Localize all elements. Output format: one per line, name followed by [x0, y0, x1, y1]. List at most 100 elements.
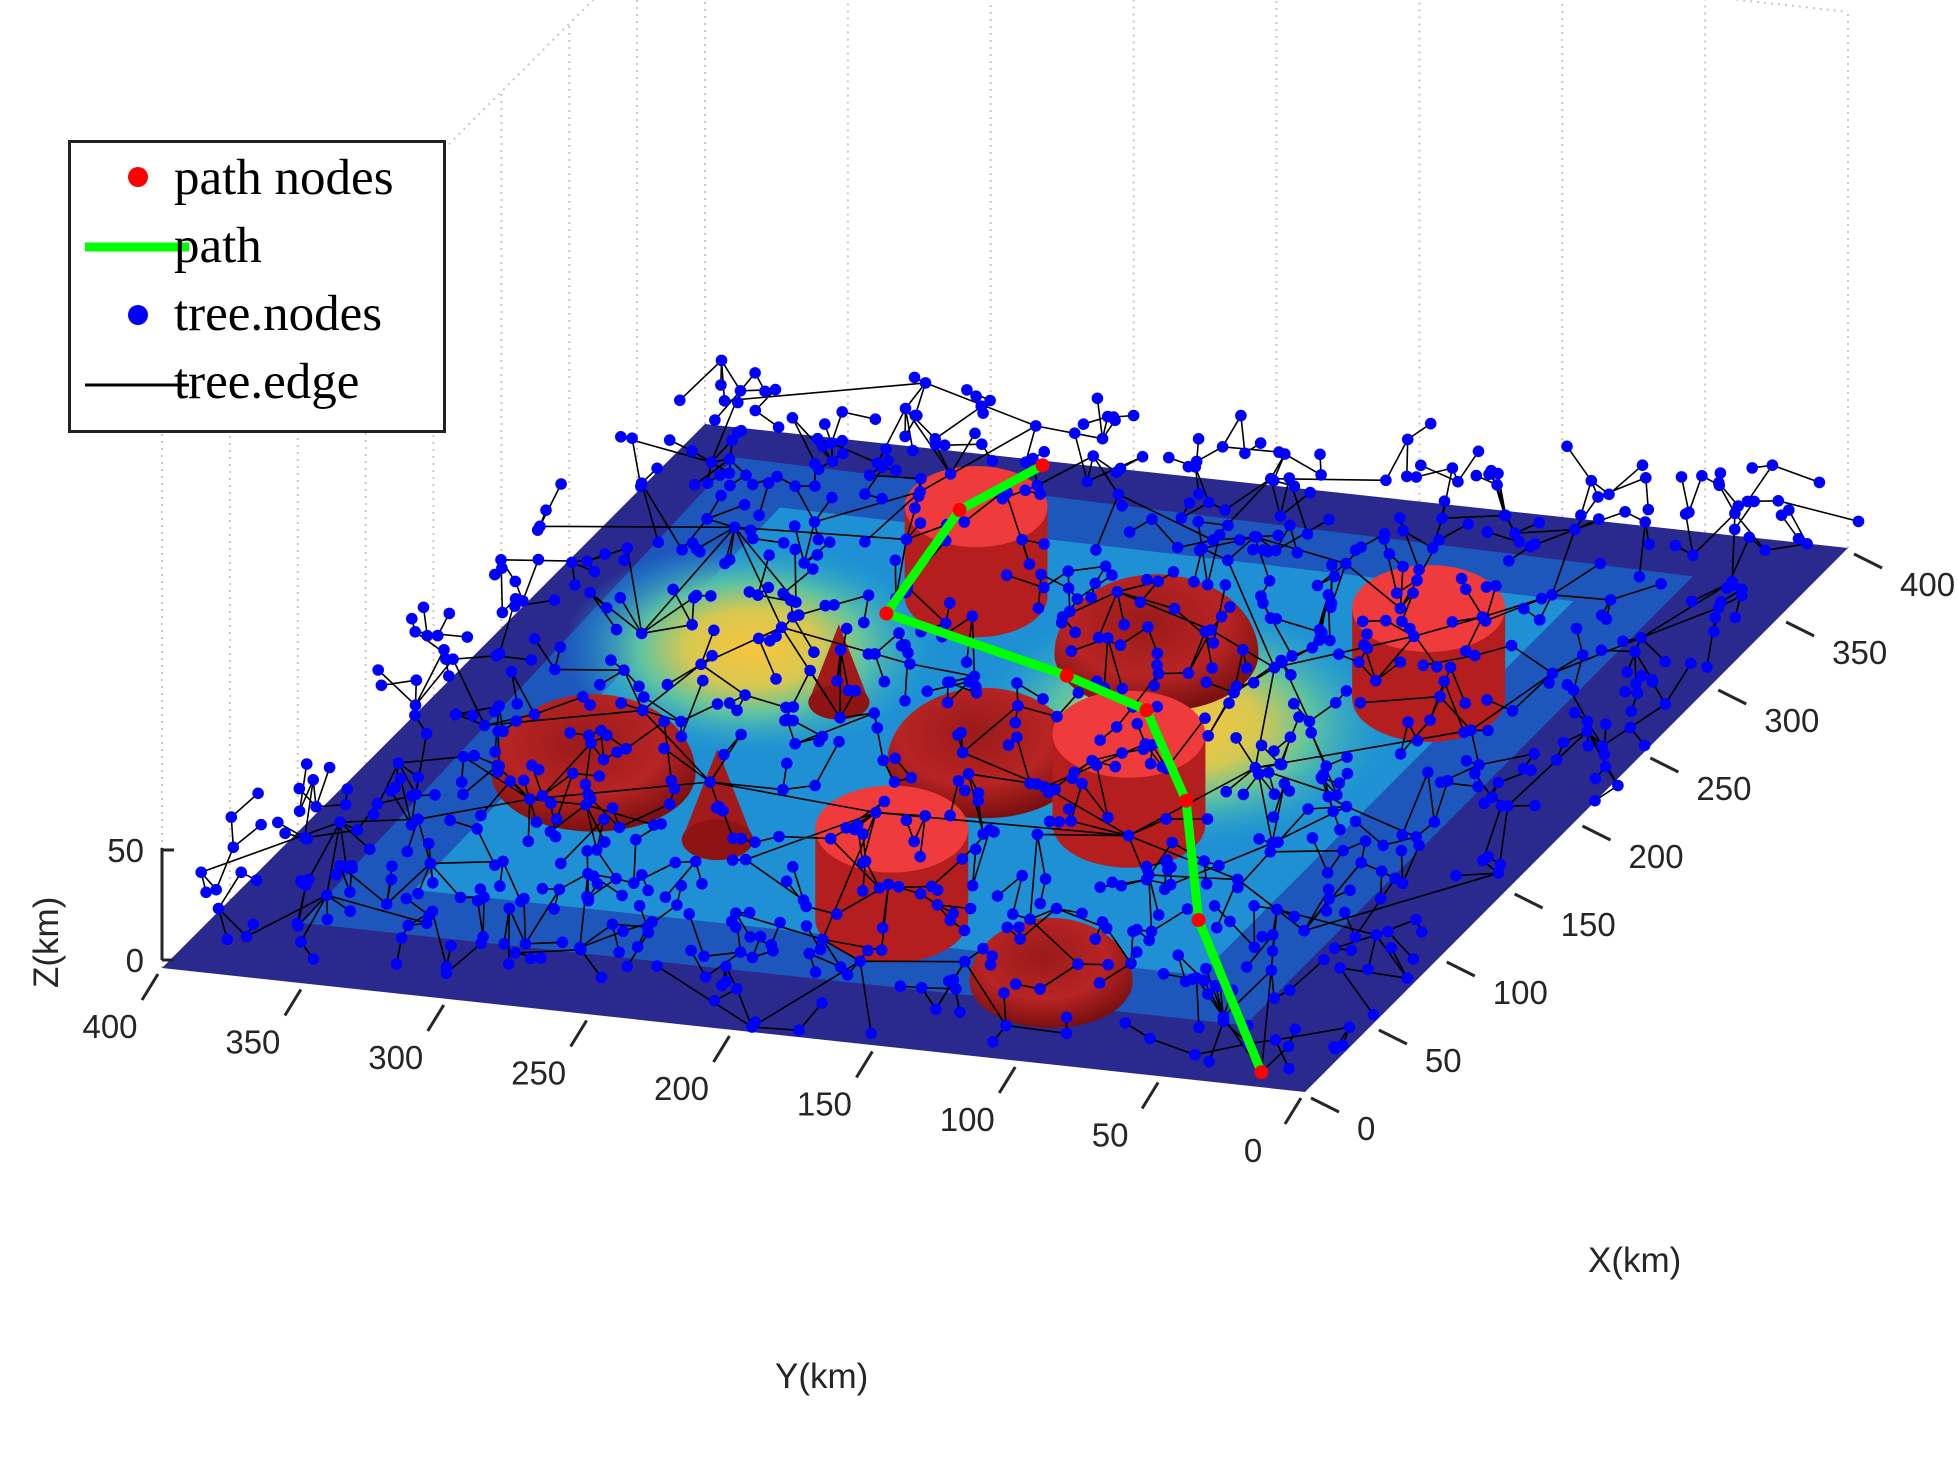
tree-node [445, 939, 457, 952]
tree-node [938, 439, 951, 452]
tree-node [1213, 529, 1226, 541]
tree-node [1239, 447, 1251, 460]
tree-node [914, 888, 927, 900]
tree-node [1039, 873, 1052, 885]
tree-node [1349, 931, 1361, 943]
tree-node [540, 504, 552, 516]
tree-node [1237, 644, 1249, 656]
tree-node [899, 695, 911, 707]
tree-node [504, 775, 517, 787]
tree-node [617, 925, 629, 938]
tree-node [1385, 942, 1397, 954]
x-tick [1853, 552, 1883, 570]
tree-node [621, 960, 633, 973]
tree-node [1209, 979, 1222, 992]
tree-node [752, 632, 765, 645]
tree-node [1417, 659, 1430, 672]
tree-node [793, 1024, 805, 1037]
tree-node [210, 883, 222, 896]
tree-node [1182, 667, 1195, 679]
tree-node [1325, 597, 1338, 609]
tree-edges [200, 359, 1859, 1073]
tree-node [532, 553, 545, 566]
tree-node [584, 586, 596, 599]
tree-node [1603, 488, 1615, 501]
tree-node [856, 885, 869, 897]
x-tick [1513, 892, 1544, 910]
tree-nodes [195, 354, 1865, 1078]
tree-node [1208, 900, 1221, 912]
tree-node [1014, 933, 1026, 945]
tree-node [911, 409, 923, 422]
tree-node [1240, 961, 1253, 973]
tree-node [1498, 509, 1511, 521]
tree-node [443, 607, 456, 620]
tree-node [862, 944, 874, 957]
tree-node [1395, 844, 1408, 857]
tree-node [825, 437, 838, 450]
tree-node [1333, 648, 1345, 660]
tree-node [731, 983, 743, 995]
tree-node [723, 453, 736, 466]
tree-node [1550, 754, 1563, 766]
tree-node [659, 891, 672, 903]
tree-node [392, 757, 405, 769]
tree-node [718, 748, 730, 761]
tree-node [813, 735, 825, 748]
tree-node [908, 371, 921, 384]
tree-node [816, 933, 829, 946]
tree-node [727, 832, 739, 845]
y-tick [1140, 1081, 1160, 1110]
tree-node [754, 930, 767, 943]
tree-node [1302, 803, 1314, 815]
tree-node [899, 430, 911, 443]
tree-node [1415, 459, 1427, 472]
tree-node [1533, 516, 1545, 529]
x-tick [1717, 688, 1747, 706]
tree-node [812, 533, 825, 546]
tree-node [455, 776, 468, 788]
tree-node [1505, 639, 1518, 652]
tree-node [1131, 718, 1143, 730]
tree-node [694, 546, 706, 558]
tree-node [842, 684, 855, 697]
tree-node [704, 776, 716, 788]
tree-node [1263, 575, 1276, 587]
tree-node [293, 782, 306, 795]
tree-node [1374, 892, 1387, 905]
tree-node [1288, 480, 1301, 493]
tree-node [1060, 1027, 1073, 1040]
tree-node [367, 808, 380, 821]
tree-node [471, 823, 483, 835]
tree-node [1134, 596, 1147, 608]
tree-node [1114, 639, 1127, 651]
tree-node [535, 952, 547, 964]
tree-node [581, 555, 593, 568]
tree-node [1206, 662, 1218, 674]
tree-node [956, 853, 969, 865]
tree-node [375, 679, 388, 692]
tree-node [323, 761, 336, 774]
tree-node [1341, 767, 1354, 780]
tree-node [1160, 813, 1172, 825]
tree-node [1546, 589, 1558, 601]
y-tick-label: 200 [654, 1070, 709, 1107]
tree-node [1426, 542, 1439, 554]
tree-node [489, 568, 501, 581]
tree-node [524, 793, 536, 805]
tree-node [300, 758, 313, 770]
tree-node [1561, 440, 1573, 453]
tree-node [1529, 538, 1541, 550]
tree-node [1271, 903, 1283, 916]
tree-node [972, 795, 984, 807]
tree-node [363, 843, 376, 855]
tree-node [615, 431, 627, 443]
tree-node [293, 805, 306, 817]
tree-node [1460, 755, 1473, 767]
tree-node [616, 889, 628, 902]
tree-node [636, 869, 648, 881]
y-tick-label: 150 [797, 1086, 852, 1123]
tree-node [749, 404, 762, 417]
tree-node [1576, 649, 1589, 661]
tree-node [1619, 506, 1631, 518]
